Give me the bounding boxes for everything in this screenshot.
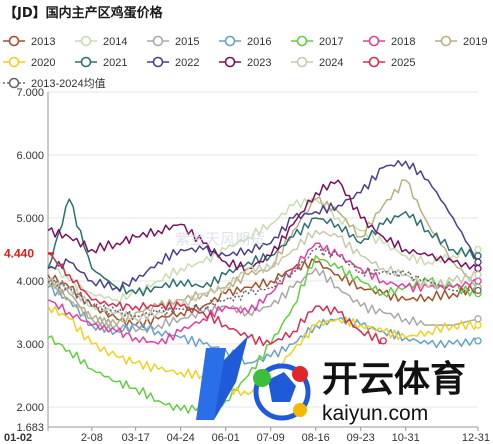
y-tick-label: 7.000 [16, 87, 44, 99]
highlight-group: 4.440 [4, 246, 54, 260]
legend-item-2024[interactable]: 2024 [291, 56, 343, 69]
series-line-2021 [47, 198, 479, 297]
legend-label: 2022 [175, 57, 199, 69]
legend-swatch-marker [8, 35, 20, 47]
legend-label: 2021 [103, 57, 127, 69]
series-line-2019 [47, 179, 479, 329]
legend-swatch-marker [368, 56, 380, 68]
logo-red-dot [292, 366, 308, 382]
chart-title: 【JD】国内主产区鸡蛋价格 [4, 5, 164, 21]
y-tick-label: 2.000 [16, 402, 44, 414]
legend-swatch-marker [368, 35, 380, 47]
brand-logo [196, 336, 311, 421]
watermark-brand-en: kaiyun.com [322, 402, 428, 425]
y-tick-label: 4.000 [16, 276, 44, 288]
series-end-marker [474, 337, 482, 345]
tick-labels: 1.683 2.000 3.000 4.000 5.000 6.000 7.000 01-02… [4, 87, 490, 444]
logo-yellow-dot [293, 403, 307, 417]
x-tick-label: 01-02 [4, 432, 32, 444]
series-line-2022 [47, 159, 479, 292]
legend-swatch-marker [440, 35, 452, 47]
legend-swatch-marker [8, 56, 20, 68]
x-tick-label: 10-31 [392, 432, 420, 444]
series-end-marker [474, 286, 482, 295]
x-tick-label: 08-16 [302, 432, 330, 444]
legend-swatch-marker [224, 35, 236, 47]
watermark-brand-cn: 开云体育 [322, 359, 466, 400]
legend-item-2023[interactable]: 2023 [219, 56, 271, 69]
watermark: 紫金天风期货 开云体育 kaiyun.com [175, 230, 466, 425]
series-line-2023 [47, 179, 479, 272]
legend-swatch-marker [8, 77, 20, 89]
y-tick-label: 1.683 [16, 422, 44, 434]
legend-item-2014[interactable]: 2014 [75, 35, 127, 48]
series-line-2018 [47, 242, 479, 345]
legend-item-2013-2024均值[interactable]: 2013-2024均值 [3, 77, 106, 90]
legend-swatch-marker [80, 56, 92, 68]
legend-swatch-marker [296, 56, 308, 68]
logo-ball-pattern [268, 372, 296, 402]
legend-swatch-marker [80, 35, 92, 47]
legend-swatch-marker [296, 35, 308, 47]
series-line-2024 [47, 229, 479, 323]
legend-item-2019[interactable]: 2019 [435, 35, 487, 48]
legend: 2013 2014 2015 2016 2017 2018 2019 2020 2021 2022… [3, 35, 487, 90]
x-tick-label: 12-31 [462, 432, 490, 444]
logo-green-dot [253, 369, 271, 387]
legend-label: 2016 [247, 36, 271, 48]
series-line-2025 [47, 252, 384, 347]
legend-label: 2023 [247, 57, 271, 69]
series-end-marker [474, 258, 482, 266]
legend-label: 2020 [31, 57, 55, 69]
x-tick-label: 04-24 [167, 432, 195, 444]
series-end-marker [474, 321, 482, 329]
y-tick-label: 5.000 [16, 213, 44, 225]
series-end-marker [474, 315, 482, 323]
legend-item-2013[interactable]: 2013 [3, 35, 55, 48]
legend-item-2017[interactable]: 2017 [291, 35, 343, 48]
logo-blue-bar [196, 348, 226, 420]
legend-label: 2024 [319, 57, 343, 69]
legend-label: 2025 [391, 57, 415, 69]
y-tick-label: 3.000 [16, 339, 44, 351]
legend-label: 2015 [175, 36, 199, 48]
series-end-marker [474, 277, 482, 285]
series-end-marker [474, 245, 482, 254]
legend-label: 2017 [319, 36, 343, 48]
legend-item-2018[interactable]: 2018 [363, 35, 415, 48]
series-end-marker [379, 337, 387, 345]
legend-item-2020[interactable]: 2020 [3, 56, 55, 69]
legend-item-2022[interactable]: 2022 [147, 56, 199, 69]
legend-item-2015[interactable]: 2015 [147, 35, 199, 48]
legend-swatch-marker [152, 35, 164, 47]
legend-label: 2014 [103, 36, 127, 48]
legend-item-2025[interactable]: 2025 [363, 56, 415, 69]
highlight-value-label: 4.440 [4, 246, 34, 260]
series-end-marker [474, 271, 482, 279]
legend-item-2016[interactable]: 2016 [219, 35, 271, 48]
y-tick-label: 6.000 [16, 150, 44, 162]
legend-swatch-marker [152, 56, 164, 68]
axes [47, 92, 479, 431]
watermark-faint-text: 紫金天风期货 [175, 230, 265, 248]
legend-label: 2019 [463, 36, 487, 48]
x-tick-label: 09-23 [347, 432, 375, 444]
legend-label: 2018 [391, 36, 415, 48]
series-line-2017 [47, 255, 479, 414]
x-tick-label: 07-09 [257, 432, 285, 444]
x-tick-label: 2-08 [81, 432, 103, 444]
legend-item-2021[interactable]: 2021 [75, 56, 127, 69]
x-tick-label: 06-01 [212, 432, 240, 444]
legend-label: 2013-2024均值 [31, 77, 106, 90]
series-end-marker [474, 264, 482, 273]
logo-blue-stroke [214, 336, 248, 420]
legend-swatch-marker [224, 56, 236, 68]
legend-label: 2013 [31, 36, 55, 48]
x-tick-label: 03-17 [122, 432, 150, 444]
